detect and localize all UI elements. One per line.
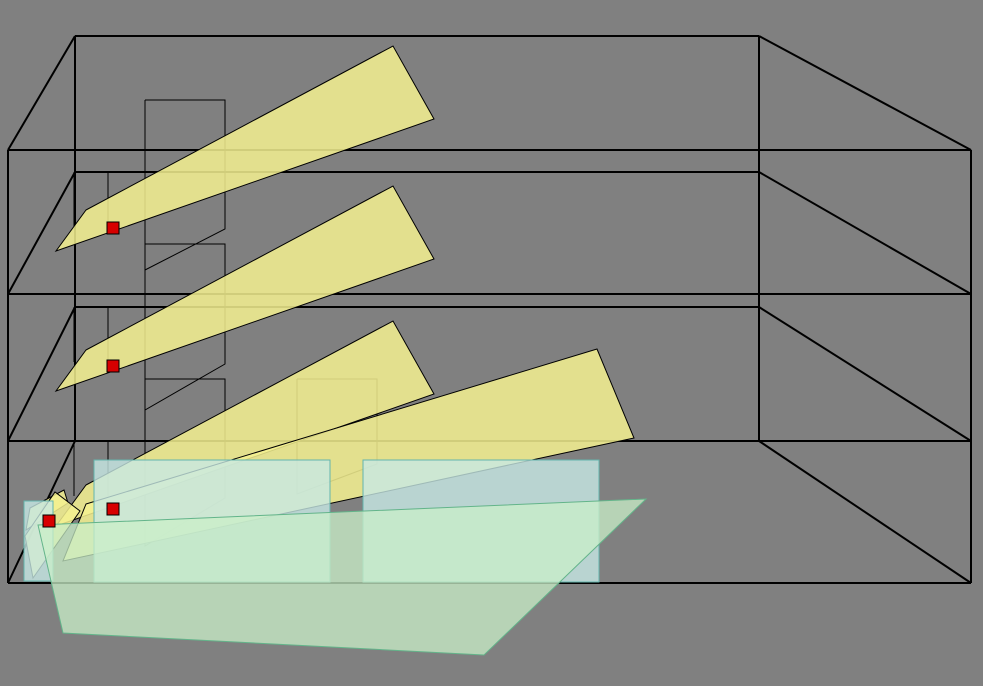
marker-2 — [107, 503, 119, 515]
marker-0 — [107, 222, 119, 234]
marker-3 — [43, 515, 55, 527]
marker-1 — [107, 360, 119, 372]
green-cone — [38, 499, 646, 655]
green-view-cone — [38, 499, 646, 655]
diagram-svg — [0, 0, 983, 686]
